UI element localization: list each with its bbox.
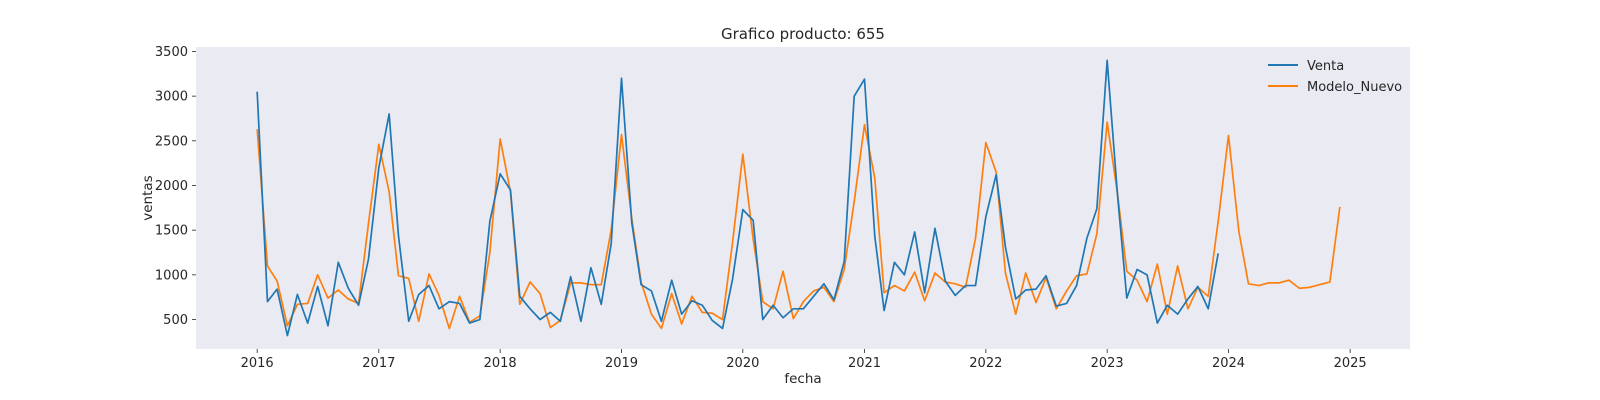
series-lines: [256, 59, 1341, 337]
y-tick-label: 1000: [155, 268, 188, 283]
x-tick-label: 2016: [241, 356, 274, 371]
legend-label-modelo-nuevo: Modelo_Nuevo: [1307, 80, 1402, 95]
x-tick-label: 2024: [1212, 356, 1245, 371]
y-tick-label: 2500: [155, 134, 188, 149]
series-line-venta: [256, 59, 1220, 337]
x-axis-label: fecha: [784, 371, 821, 387]
y-tick-label: 500: [163, 313, 188, 328]
x-tick-label: 2025: [1334, 356, 1367, 371]
x-tick-label: 2017: [362, 356, 395, 371]
x-tick-label: 2020: [726, 356, 759, 371]
x-tick-label: 2019: [605, 356, 638, 371]
y-axis-label: ventas: [140, 175, 156, 220]
y-tick-label: 3500: [155, 45, 188, 60]
x-tick-label: 2021: [848, 356, 881, 371]
plot-background: [196, 47, 1410, 349]
axis-ticks: 2016 2017 2018 2019 2020 2021 2022 2023 2024 2025…: [155, 45, 1367, 371]
y-tick-label: 2000: [155, 179, 188, 194]
x-tick-label: 2022: [969, 356, 1002, 371]
series-line-modelo-nuevo: [256, 121, 1341, 330]
legend-label-venta: Venta: [1307, 59, 1344, 74]
legend: Venta Modelo_Nuevo: [1268, 59, 1402, 95]
x-tick-label: 2023: [1091, 356, 1124, 371]
y-tick-label: 1500: [155, 224, 188, 239]
chart-title: Grafico producto: 655: [721, 25, 885, 43]
y-tick-label: 3000: [155, 90, 188, 105]
x-tick-label: 2018: [484, 356, 517, 371]
